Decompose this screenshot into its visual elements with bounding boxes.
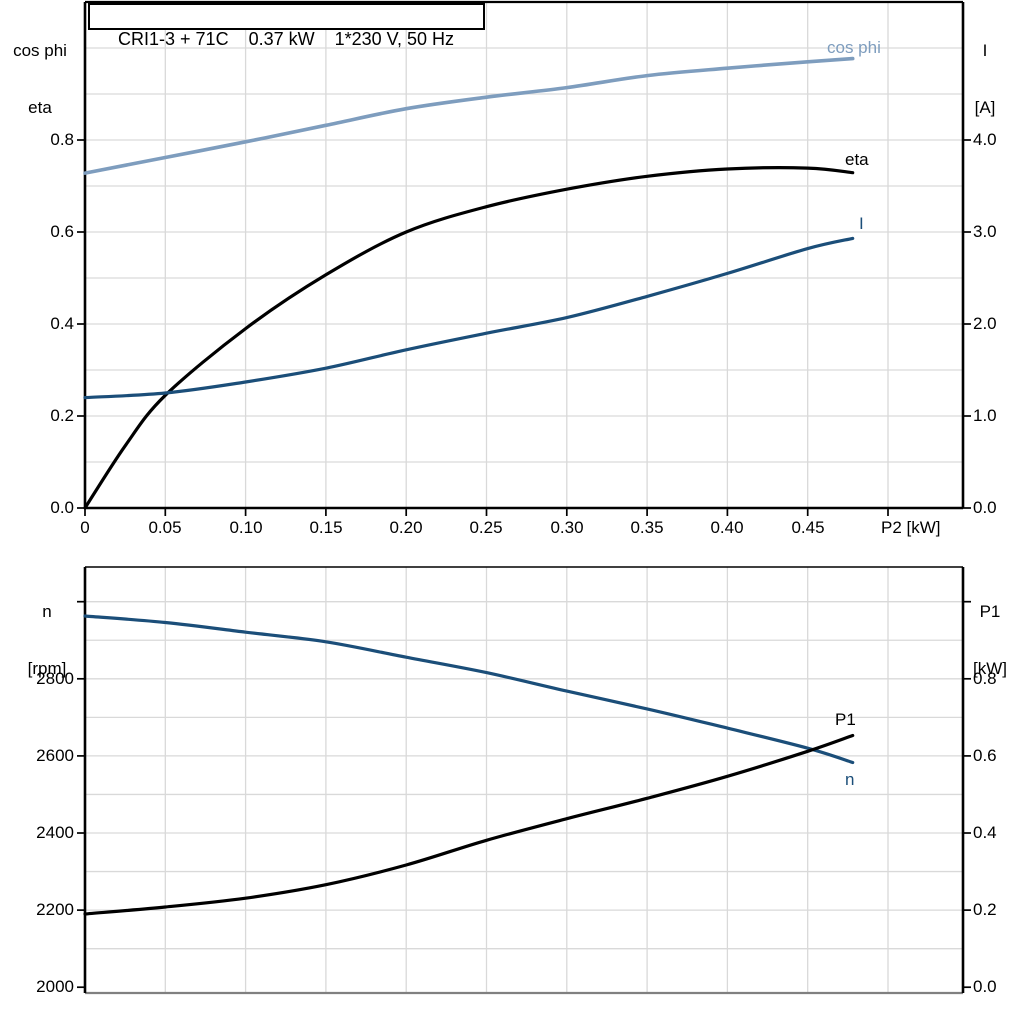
axis-title-eta: eta: [28, 98, 52, 117]
right-axis-tick-label: 0.0: [973, 977, 997, 996]
left-axis-tick-label: 2200: [36, 900, 74, 919]
x-axis-tick-label: 0.40: [710, 518, 744, 537]
right-axis-tick-label: 4.0: [973, 130, 997, 149]
x-axis-tick-label: 0: [80, 518, 90, 537]
right-axis-tick-label: 1.0: [973, 406, 997, 425]
x-axis-tick-label: 0.20: [389, 518, 423, 537]
x-axis-tick-label: 0.10: [229, 518, 263, 537]
left-axis-tick-label: 0.2: [50, 406, 74, 425]
left-axis-tick-label: 0.0: [50, 498, 74, 517]
left-axis-tick-label: 2400: [36, 823, 74, 842]
axis-title-current: I: [982, 41, 988, 60]
left-axis-tick-label: 2000: [36, 977, 74, 996]
x-axis-tick-label: 0.25: [469, 518, 503, 537]
left-axis-tick-label: 0.4: [50, 314, 74, 333]
axis-title-speed: n: [42, 602, 52, 621]
x-axis-unit-label: P2 [kW]: [881, 518, 941, 537]
top-right-axis-title: I [A]: [952, 3, 1018, 155]
axis-title-speed-unit: [rpm]: [27, 659, 67, 678]
bottom-chart: [77, 566, 971, 995]
x-axis-tick-label: 0.45: [791, 518, 825, 537]
series-label-i: I: [859, 214, 864, 233]
right-axis-tick-label: 2.0: [973, 314, 997, 333]
x-axis-tick-label: 0.30: [550, 518, 584, 537]
right-axis-tick-label: 0.2: [973, 900, 997, 919]
left-axis-tick-label: 2800: [36, 669, 74, 688]
series-label-eta: eta: [845, 150, 869, 169]
chart-title: CRI1-3 + 71C 0.37 kW 1*230 V, 50 Hz: [118, 29, 455, 49]
series-label-cos-phi: cos phi: [827, 38, 881, 57]
top-left-axis-title: cos phi eta: [0, 3, 80, 155]
axis-title-p1-unit: [kW]: [973, 659, 1007, 678]
series-label-p1: P1: [835, 710, 856, 729]
right-axis-tick-label: 0.4: [973, 823, 997, 842]
x-axis-tick-label: 0.05: [148, 518, 182, 537]
right-axis-tick-label: 0.0: [973, 498, 997, 517]
axis-title-current-unit: [A]: [974, 98, 996, 117]
chart-title-box: CRI1-3 + 71C 0.37 kW 1*230 V, 50 Hz: [88, 3, 485, 49]
axis-title-p1: P1: [979, 602, 1001, 621]
top-chart: [77, 0, 971, 516]
x-axis-tick-label: 0.15: [309, 518, 343, 537]
left-axis-tick-label: 2600: [36, 746, 74, 765]
left-axis-tick-label: 0.6: [50, 222, 74, 241]
series-label-n: n: [845, 770, 855, 789]
x-axis-tick-label: 0.35: [630, 518, 664, 537]
right-axis-tick-label: 3.0: [973, 222, 997, 241]
bottom-left-axis-title: n [rpm]: [14, 564, 80, 716]
right-axis-tick-label: 0.8: [973, 669, 997, 688]
bottom-right-axis-title: P1 [kW]: [957, 564, 1023, 716]
left-axis-tick-label: 0.8: [50, 130, 74, 149]
axis-title-cos-phi: cos phi: [13, 41, 67, 60]
right-axis-tick-label: 0.6: [973, 746, 997, 765]
